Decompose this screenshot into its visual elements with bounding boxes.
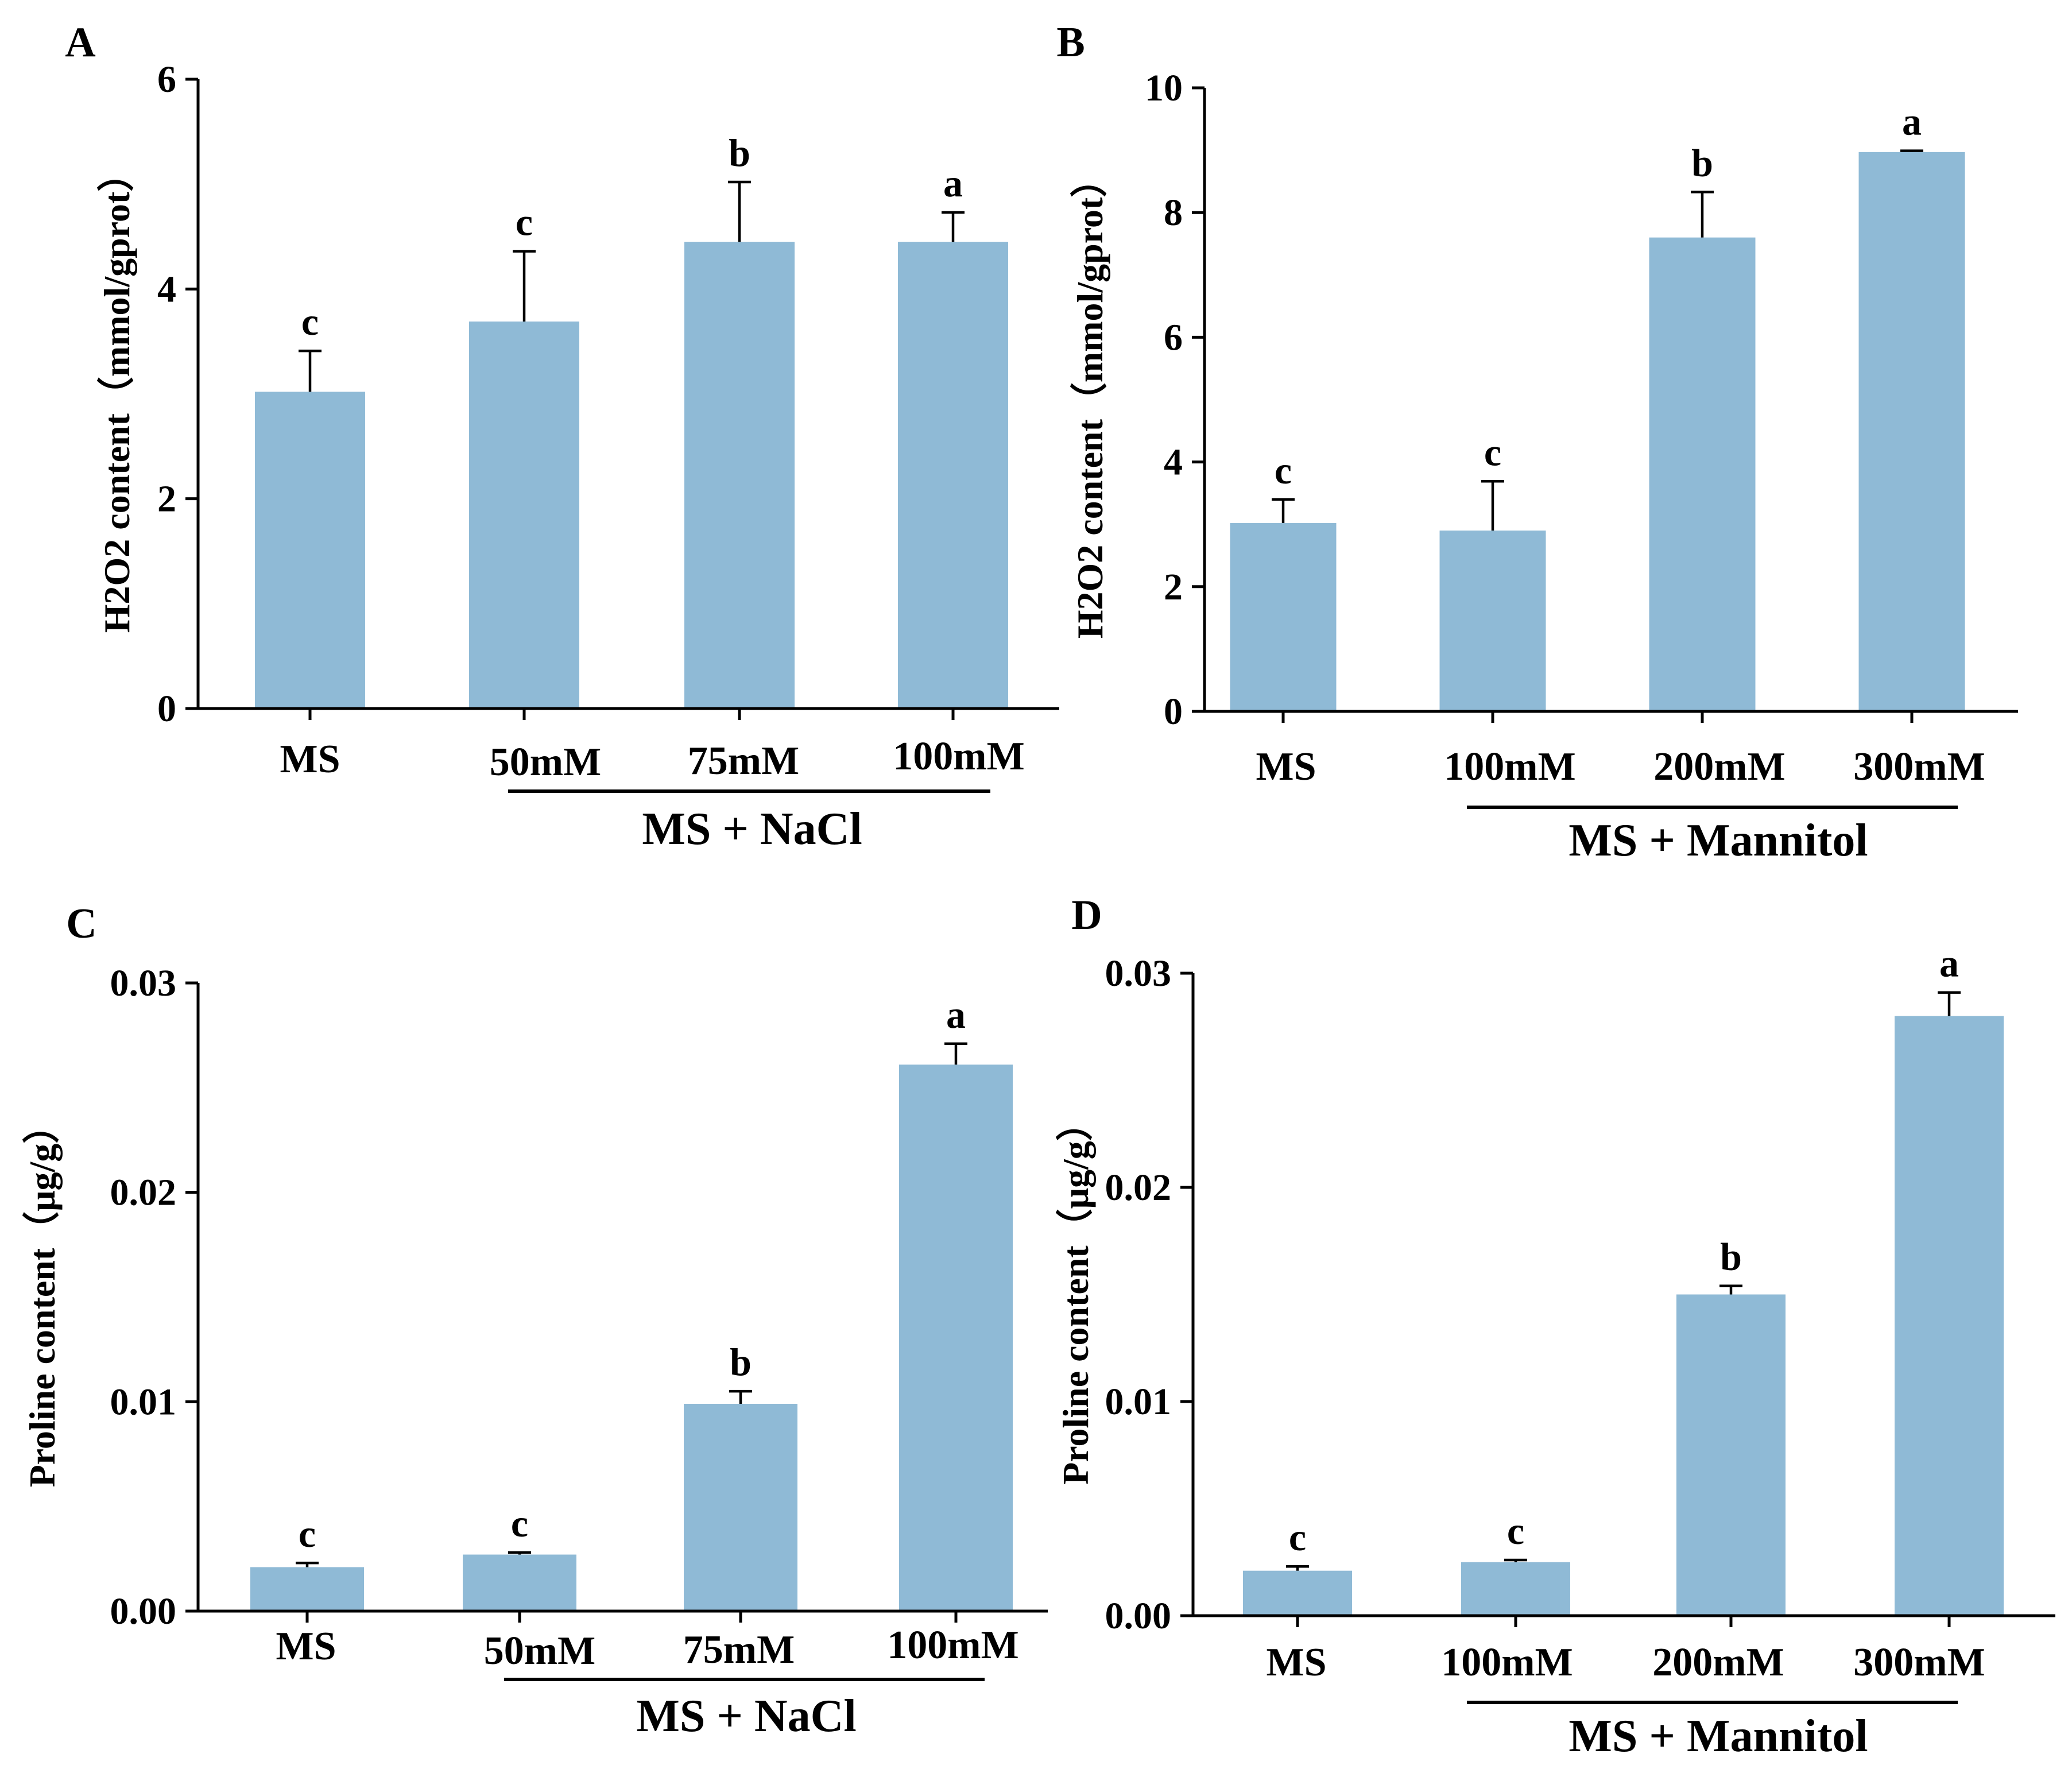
error-bar <box>942 211 965 242</box>
x-category-label: MS <box>1256 745 1316 789</box>
significance-letter: a <box>946 993 966 1036</box>
x-category-label: 50mM <box>484 1629 595 1673</box>
x-category-label: MS <box>276 1624 336 1669</box>
bar-75mm <box>684 242 795 709</box>
y-tick-label: 0.01 <box>1105 1381 1172 1423</box>
y-tick-label: 6 <box>1164 316 1183 358</box>
bar-50mm <box>469 321 579 709</box>
significance-letter: a <box>943 161 963 205</box>
bar-100mm <box>1461 1562 1570 1616</box>
panel-label: A <box>65 19 95 66</box>
group-label: MS + Mannitol <box>1568 1711 1868 1762</box>
x-category-label: 100mM <box>893 734 1024 779</box>
error-bar <box>944 1042 967 1065</box>
bar-75mm <box>684 1403 797 1611</box>
group-label: MS + NaCl <box>642 804 862 854</box>
panel-label: B <box>1056 19 1085 66</box>
x-category-label: 300mM <box>1853 1640 1985 1685</box>
chart-panel-b: B H2O2 content（mmol/gprot） c c b a 0 2 4 6 8 10 MS 10… <box>1056 19 2018 866</box>
panel-label: C <box>66 900 96 947</box>
bar-200mm <box>1649 237 1756 711</box>
bar-100mm <box>1439 531 1546 711</box>
x-category-label: MS <box>1267 1640 1327 1685</box>
error-bar <box>1481 480 1504 531</box>
bar-50mm <box>463 1554 576 1611</box>
x-category-label: 75mM <box>683 1628 795 1672</box>
error-bar <box>1691 191 1714 238</box>
bar-ms <box>250 1567 364 1611</box>
y-tick-label: 0 <box>157 688 176 730</box>
significance-letter: b <box>729 131 750 175</box>
y-tick-label: 0.02 <box>110 1172 177 1214</box>
significance-letter: c <box>516 200 533 244</box>
group-label: MS + NaCl <box>636 1691 856 1741</box>
y-axis-title: H2O2 content（mmol/gprot） <box>1070 161 1110 639</box>
x-category-label: 300mM <box>1853 745 1985 789</box>
y-axis-title: H2O2 content（mmol/gprot） <box>96 155 137 633</box>
y-tick-label: 0.00 <box>1105 1595 1172 1637</box>
chart-panel-c: C Proline content（μg/g） c c b a 0.00 0.01 0.02 0.… <box>22 900 1048 1741</box>
y-tick-label: 10 <box>1145 67 1183 109</box>
error-bar <box>296 1561 319 1567</box>
error-bar <box>1719 1284 1742 1295</box>
y-axis-title: Proline content（μg/g） <box>22 1107 63 1488</box>
x-category-label: 100mM <box>1441 1640 1573 1685</box>
error-bar <box>508 1551 531 1555</box>
y-tick-label: 0.00 <box>110 1590 177 1632</box>
y-tick-label: 0.02 <box>1105 1167 1172 1209</box>
significance-letter: c <box>301 300 319 343</box>
significance-letter: a <box>1939 942 1959 985</box>
significance-letter: c <box>1289 1515 1306 1559</box>
significance-letter: c <box>1507 1509 1524 1553</box>
y-tick-label: 4 <box>1164 442 1183 483</box>
x-category-label: MS <box>280 737 340 781</box>
bar-ms <box>1243 1570 1352 1616</box>
error-bar <box>1900 149 1923 152</box>
significance-letter: c <box>299 1512 316 1555</box>
y-tick-label: 0.03 <box>110 962 177 1004</box>
y-tick-label: 0.01 <box>110 1381 177 1423</box>
error-bar <box>1938 991 1961 1016</box>
x-category-label: 100mM <box>887 1623 1018 1667</box>
error-bar <box>1286 1565 1309 1571</box>
chart-panel-a: A H2O2 content（mmol/gprot） c c b a 0 2 4 6 MS 50mM 7… <box>65 19 1059 854</box>
significance-letter: a <box>1902 100 1922 144</box>
error-bar <box>513 250 536 322</box>
x-category-label: 75mM <box>688 739 799 783</box>
significance-letter: c <box>511 1501 528 1545</box>
y-axis-title: Proline content（μg/g） <box>1055 1104 1096 1485</box>
bar-100mm <box>898 242 1008 709</box>
bar-200mm <box>1676 1294 1786 1616</box>
y-tick-label: 2 <box>157 478 176 520</box>
y-tick-label: 0.03 <box>1105 953 1172 994</box>
error-bar <box>728 180 751 242</box>
x-category-label: 100mM <box>1444 745 1575 789</box>
bar-300mm <box>1895 1016 2004 1616</box>
significance-letter: c <box>1275 448 1292 492</box>
bar-ms <box>1230 523 1337 711</box>
panel-label: D <box>1071 892 1102 939</box>
bar-100mm <box>899 1065 1013 1611</box>
y-tick-label: 6 <box>157 59 176 100</box>
y-tick-label: 8 <box>1164 192 1183 234</box>
bar-ms <box>255 392 365 709</box>
error-bar <box>299 349 322 392</box>
x-category-label: 200mM <box>1653 745 1785 789</box>
chart-panel-d: D Proline content（μg/g） c c b a 0.00 0.01 0.02 0.… <box>1055 892 2055 1762</box>
error-bar <box>729 1389 752 1404</box>
significance-letter: b <box>1720 1235 1742 1279</box>
x-category-label: 50mM <box>490 740 601 784</box>
y-tick-label: 4 <box>157 268 176 310</box>
group-label: MS + Mannitol <box>1568 815 1868 866</box>
significance-letter: b <box>1691 141 1713 184</box>
bar-300mm <box>1858 152 1965 711</box>
x-category-label: 200mM <box>1652 1640 1784 1685</box>
significance-letter: c <box>1484 430 1501 474</box>
y-tick-label: 0 <box>1164 691 1183 733</box>
y-tick-label: 2 <box>1164 566 1183 608</box>
error-bar <box>1504 1558 1527 1562</box>
significance-letter: b <box>730 1340 752 1384</box>
error-bar <box>1272 498 1295 524</box>
